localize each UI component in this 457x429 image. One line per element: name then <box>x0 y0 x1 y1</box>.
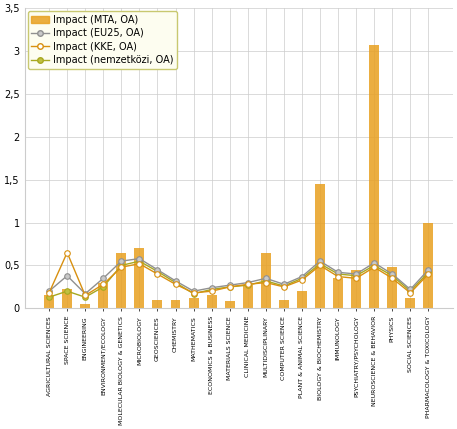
Bar <box>388 267 397 308</box>
Bar <box>98 283 108 308</box>
Bar <box>170 300 181 308</box>
Bar <box>134 248 144 308</box>
Bar <box>80 304 90 308</box>
Bar <box>297 291 307 308</box>
Bar <box>351 270 361 308</box>
Bar <box>62 290 72 308</box>
Bar <box>153 300 162 308</box>
Bar <box>333 278 343 308</box>
Bar <box>243 285 253 308</box>
Bar <box>207 296 217 308</box>
Bar <box>279 300 289 308</box>
Bar <box>369 45 379 308</box>
Legend: Impact (MTA, OA), Impact (EU25, OA), Impact (KKE, OA), Impact (nemzetközi, OA): Impact (MTA, OA), Impact (EU25, OA), Imp… <box>27 11 177 69</box>
Bar <box>261 253 271 308</box>
Bar <box>424 223 433 308</box>
Bar <box>44 296 54 308</box>
Bar <box>315 184 325 308</box>
Bar <box>405 298 415 308</box>
Bar <box>117 253 126 308</box>
Bar <box>225 302 235 308</box>
Bar <box>189 298 198 308</box>
